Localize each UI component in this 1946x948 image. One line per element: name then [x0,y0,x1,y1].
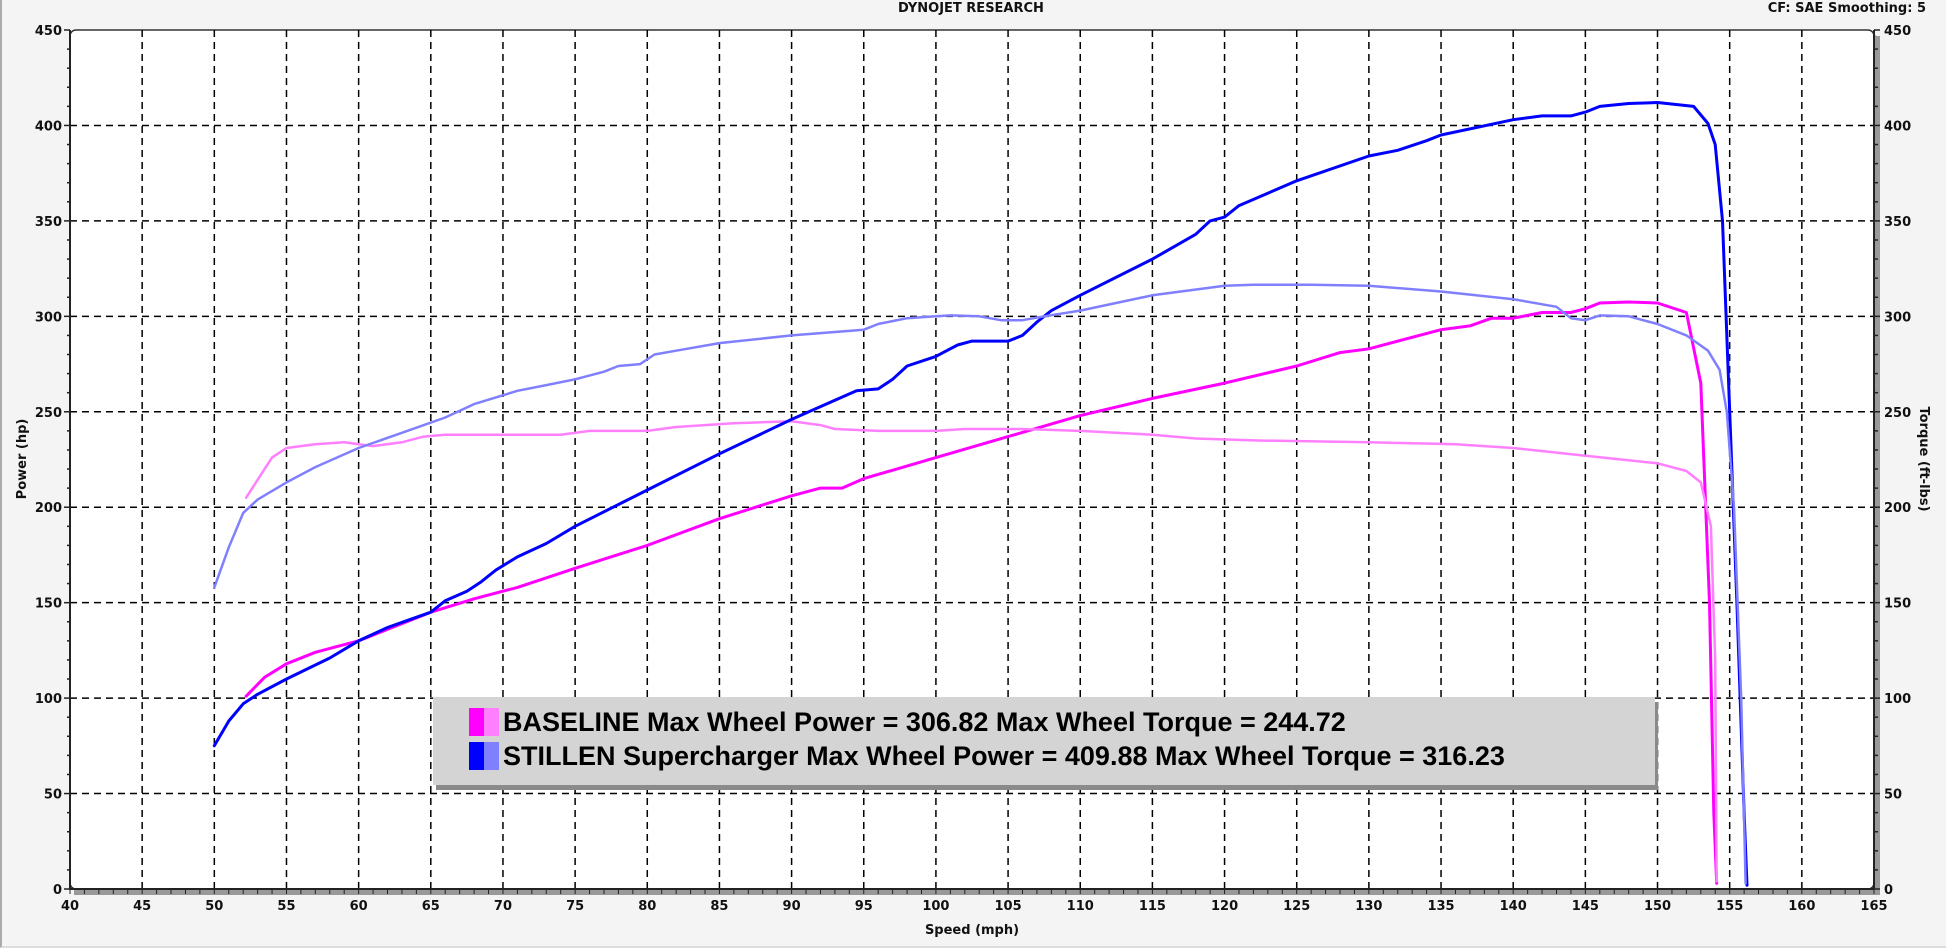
svg-text:350: 350 [1884,215,1911,230]
svg-text:300: 300 [35,310,62,325]
legend-text-stillen: STILLEN Supercharger Max Wheel Power = 4… [503,740,1505,771]
svg-text:145: 145 [1572,899,1599,914]
svg-text:0: 0 [1884,883,1893,898]
svg-text:100: 100 [922,899,949,914]
stillen-power-swatch [469,742,484,770]
svg-text:105: 105 [995,899,1022,914]
svg-text:65: 65 [422,899,440,914]
svg-text:160: 160 [1788,899,1815,914]
svg-text:75: 75 [566,899,584,914]
svg-text:130: 130 [1355,899,1382,914]
svg-text:80: 80 [638,899,656,914]
svg-text:200: 200 [1884,501,1911,516]
svg-text:50: 50 [205,899,223,914]
svg-text:90: 90 [783,899,801,914]
svg-text:250: 250 [35,406,62,421]
baseline-torque-swatch [484,708,499,736]
svg-text:0: 0 [53,883,62,898]
x-axis-label: Speed (mph) [925,923,1019,938]
svg-text:450: 450 [35,24,62,39]
svg-text:115: 115 [1139,899,1166,914]
stillen-torque-swatch [484,742,499,770]
axes: 40 45 50 55 60 65 70 75 80 85 90 95 100 105 110 115 120 1… [35,24,1911,914]
svg-text:450: 450 [1884,24,1911,39]
svg-text:125: 125 [1283,899,1310,914]
data-series [212,101,1749,887]
legend-row-stillen: STILLEN Supercharger Max Wheel Power = 4… [469,741,1505,771]
svg-text:250: 250 [1884,406,1911,421]
legend: BASELINE Max Wheel Power = 306.82 Max Wh… [433,697,1655,785]
legend-text-baseline: BASELINE Max Wheel Power = 306.82 Max Wh… [503,706,1346,737]
legend-row-baseline: BASELINE Max Wheel Power = 306.82 Max Wh… [469,707,1346,737]
svg-text:400: 400 [35,119,62,134]
svg-text:200: 200 [35,501,62,516]
y-axis-label: Power (hp) [15,419,30,500]
svg-text:110: 110 [1067,899,1094,914]
chart-settings: CF: SAE Smoothing: 5 [1767,1,1926,16]
svg-text:400: 400 [1884,119,1911,134]
svg-text:140: 140 [1500,899,1527,914]
svg-text:150: 150 [1884,597,1911,612]
svg-text:55: 55 [277,899,295,914]
svg-text:50: 50 [1884,788,1902,803]
svg-text:155: 155 [1716,899,1743,914]
svg-text:300: 300 [1884,310,1911,325]
plot-area [69,29,1878,893]
svg-text:165: 165 [1860,899,1887,914]
y2-axis-label: Torque (ft-lbs) [1916,406,1931,511]
svg-text:100: 100 [35,692,62,707]
svg-text:150: 150 [1644,899,1671,914]
svg-text:60: 60 [350,899,368,914]
svg-text:120: 120 [1211,899,1238,914]
svg-text:70: 70 [494,899,512,914]
svg-text:40: 40 [61,899,79,914]
svg-text:85: 85 [710,899,728,914]
svg-text:135: 135 [1427,899,1454,914]
chart-title: DYNOJET RESEARCH [898,1,1044,16]
svg-text:150: 150 [35,597,62,612]
baseline-power-swatch [469,708,484,736]
svg-text:100: 100 [1884,692,1911,707]
svg-text:350: 350 [35,215,62,230]
svg-text:95: 95 [855,899,873,914]
svg-text:50: 50 [44,788,62,803]
svg-text:45: 45 [133,899,151,914]
